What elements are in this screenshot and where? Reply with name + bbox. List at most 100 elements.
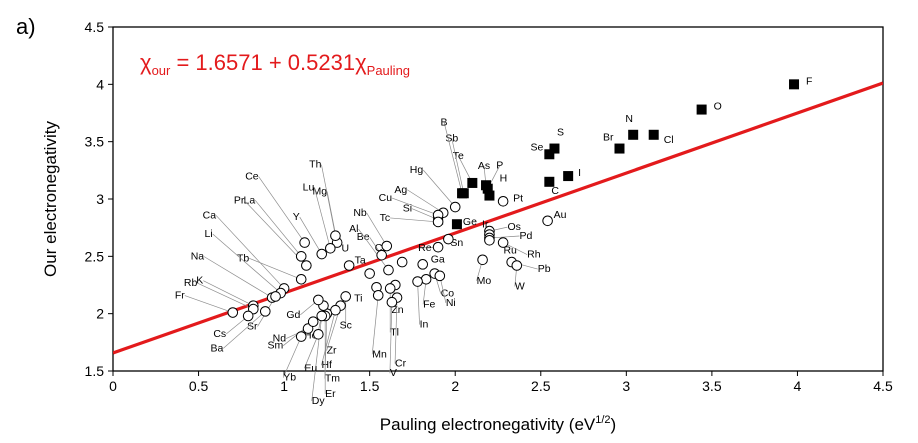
square-marker-cl (648, 129, 659, 140)
point-label-ba: Ba (210, 342, 223, 354)
equation-symbol: χ (140, 50, 152, 75)
circle-marker-cs (242, 310, 254, 322)
point-label-tb: Tb (237, 252, 249, 264)
point-label-h: H (500, 173, 508, 185)
leader-line (358, 228, 389, 271)
circle-marker-eu (313, 329, 324, 340)
marker-layer (227, 79, 800, 342)
x-tick-label: 1 (280, 378, 288, 394)
point-label-eu: Eu (304, 362, 317, 374)
x-axis-title-suffix: ) (611, 415, 617, 434)
y-axis-title: Our electronegativity (41, 121, 60, 277)
square-marker-s (549, 143, 560, 154)
point-label-ce: Ce (245, 171, 259, 183)
circle-marker-ni (434, 270, 446, 282)
circle-marker-rh (497, 237, 509, 248)
point-label-rb: Rb (184, 277, 198, 289)
y-tick-label: 1.5 (85, 363, 105, 379)
y-tick-label: 2 (96, 306, 104, 322)
point-label-al: Al (349, 223, 358, 235)
point-label-ge: Ge (463, 216, 477, 228)
y-tick-label: 3.5 (85, 134, 105, 150)
point-label-p: P (496, 160, 503, 172)
leader-line (254, 200, 302, 257)
x-tick-label: 3.5 (702, 378, 722, 394)
circle-marker-pt (497, 195, 509, 207)
point-label-la: La (244, 194, 256, 206)
point-label-cu: Cu (379, 192, 393, 204)
point-label-ag: Ag (394, 184, 407, 196)
point-label-c: C (551, 185, 559, 197)
leader-line (212, 233, 281, 294)
x-tick-label: 2 (451, 378, 459, 394)
circle-marker-u (343, 260, 355, 271)
point-label-as: As (478, 160, 490, 172)
leader-line (258, 176, 305, 243)
leader-line (223, 311, 266, 349)
point-label-zn: Zn (391, 304, 403, 316)
plot-frame (112, 26, 884, 372)
square-marker-f (789, 79, 800, 90)
circle-marker-sn (443, 233, 454, 245)
point-label-tm: Tm (325, 373, 340, 385)
leader-line (197, 282, 254, 310)
point-label-yb: Yb (283, 372, 296, 384)
point-label-br: Br (603, 132, 614, 144)
circle-marker-sr (270, 291, 281, 302)
circle-marker-tc (432, 216, 444, 228)
leader-line (366, 212, 388, 247)
leader-line (321, 164, 336, 236)
point-label-nd: Nd (273, 333, 287, 345)
square-marker-b (457, 188, 468, 199)
leader-line (203, 256, 273, 298)
circle-marker-y (316, 248, 328, 260)
square-marker-h (484, 190, 495, 201)
point-label-re: Re (418, 242, 432, 254)
circle-marker-gd (313, 294, 324, 306)
square-marker-ge (451, 219, 462, 230)
circle-marker-sc (340, 291, 352, 302)
point-label-zr: Zr (327, 345, 337, 357)
point-label-tc: Tc (380, 212, 391, 224)
point-label-li: Li (205, 228, 213, 240)
point-label-au: Au (554, 209, 567, 221)
circle-marker-v (386, 296, 398, 308)
equation-body: = 1.6571 + 0.5231 (170, 50, 355, 75)
point-label-cs: Cs (213, 328, 226, 340)
x-axis-title: Pauling electronegativity (eV1/2) (380, 414, 616, 434)
x-tick-label: 0.5 (189, 378, 209, 394)
leader-line (299, 216, 323, 255)
point-label-th: Th (309, 159, 321, 171)
point-label-ni: Ni (446, 297, 456, 309)
leader-line (451, 138, 465, 194)
point-label-sm: Sm (267, 340, 283, 352)
point-label-b: B (441, 116, 448, 128)
circle-marker-ga (417, 259, 429, 270)
square-marker-n (628, 129, 639, 140)
point-label-te: Te (453, 150, 464, 162)
x-axis-title-prefix: Pauling electronegativity (eV (380, 415, 596, 434)
circle-marker-in (412, 276, 423, 287)
y-tick-label: 2.5 (85, 248, 105, 264)
panel-label: a) (16, 14, 36, 39)
point-label-er: Er (325, 388, 336, 400)
leader-line (304, 334, 319, 369)
point-label-mn: Mn (372, 348, 387, 360)
fit-layer (113, 81, 883, 355)
point-label-rh: Rh (527, 249, 541, 261)
point-label-n: N (625, 113, 633, 125)
circle-marker-re (432, 241, 444, 253)
circle-marker-ce (299, 237, 310, 248)
point-label-ti: Ti (354, 292, 362, 304)
circle-marker-al (383, 264, 394, 276)
y-tick-label: 4.5 (85, 19, 105, 35)
leader-line (443, 122, 463, 194)
point-label-sr: Sr (247, 320, 258, 332)
point-label-ga: Ga (431, 253, 445, 265)
leader-line (417, 281, 420, 325)
x-tick-label: 3 (622, 378, 630, 394)
point-label-lu: Lu (303, 181, 315, 193)
point-label-s: S (557, 127, 564, 139)
circle-marker-tb (295, 273, 307, 285)
square-marker-se (544, 149, 555, 160)
